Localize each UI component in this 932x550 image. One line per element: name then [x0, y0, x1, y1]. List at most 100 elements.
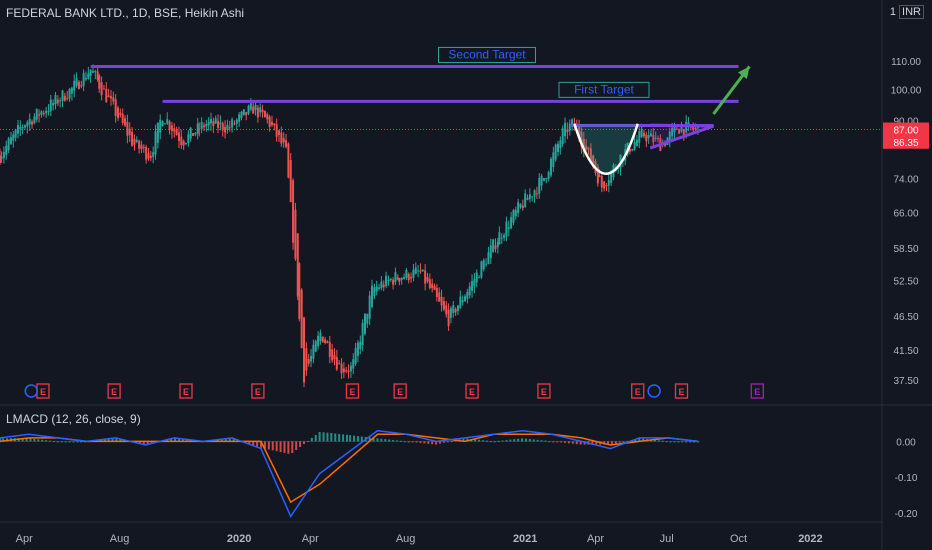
candle-body: [33, 116, 35, 123]
price-tick-label: 74.00: [893, 175, 918, 186]
candle-body: [92, 71, 94, 73]
macd-histogram-bar: [299, 441, 301, 447]
candle-body: [208, 122, 210, 125]
macd-histogram-bar: [568, 441, 570, 443]
price-tick-label: 41.50: [893, 346, 918, 357]
macd-histogram-bar: [342, 434, 344, 441]
candle-body: [117, 108, 119, 118]
candle-body: [159, 120, 161, 133]
candle-body: [5, 146, 7, 155]
macd-histogram-bar: [423, 441, 425, 443]
macd-histogram-bar: [490, 441, 492, 442]
candle-body: [166, 119, 168, 123]
macd-histogram-bar: [416, 441, 418, 442]
candle-body: [112, 97, 114, 101]
macd-histogram-bar: [404, 441, 406, 442]
macd-histogram-bar: [658, 440, 660, 441]
macd-histogram-bar: [685, 441, 687, 442]
candle-body: [441, 297, 443, 305]
macd-histogram-bar: [283, 441, 285, 452]
candle-body: [245, 112, 247, 115]
macd-histogram-bar: [611, 441, 613, 444]
candle-body: [417, 270, 419, 271]
macd-histogram-bar: [33, 439, 35, 442]
candle-body: [262, 110, 264, 112]
candle-body: [152, 152, 154, 157]
macd-histogram-bar: [295, 441, 297, 450]
candle-body: [133, 139, 135, 145]
time-tick-label: 2020: [227, 533, 251, 545]
candle-body: [408, 274, 410, 280]
macd-histogram-bar: [303, 441, 305, 444]
candle-body: [171, 125, 173, 131]
candle-body: [129, 129, 131, 135]
macd-histogram-bar: [376, 438, 378, 441]
candle-body: [552, 152, 554, 167]
candle-body: [559, 140, 561, 147]
macd-histogram-bar: [521, 438, 523, 441]
candle-body: [87, 73, 89, 78]
macd-histogram-bar: [326, 433, 328, 442]
candle-body: [8, 139, 10, 151]
candle-body: [305, 348, 307, 370]
candle-body: [52, 103, 54, 105]
macd-histogram-bar: [268, 441, 270, 449]
candle-body: [76, 78, 78, 86]
candle-body: [71, 88, 73, 94]
macd-histogram-bar: [482, 440, 484, 441]
macd-histogram-bar: [69, 441, 71, 442]
candle-body: [236, 120, 238, 124]
candle-body: [376, 286, 378, 291]
candle-body: [280, 133, 282, 144]
candle-body: [531, 196, 533, 197]
candle-body: [15, 130, 17, 138]
macd-histogram-bar: [49, 441, 51, 442]
candle-body: [31, 122, 33, 125]
macd-histogram-bar: [494, 441, 496, 442]
time-tick-label: Apr: [16, 533, 33, 545]
price-tick-label: 58.50: [893, 244, 918, 255]
candle-body: [338, 363, 340, 364]
candle-body: [422, 270, 424, 272]
candle-body: [478, 277, 480, 278]
candle-body: [494, 246, 496, 249]
macd-histogram-bar: [619, 441, 621, 442]
time-tick-label: 2021: [513, 533, 537, 545]
candle-body: [464, 296, 466, 301]
macd-histogram-bar: [307, 441, 309, 442]
candle-body: [410, 277, 412, 278]
macd-histogram-bar: [509, 440, 511, 442]
candle-body: [534, 190, 536, 196]
candle-body: [231, 119, 233, 127]
candle-body: [12, 134, 14, 140]
candle-body: [452, 305, 454, 313]
candle-body: [634, 142, 636, 150]
macd-histogram-bar: [673, 441, 675, 442]
macd-histogram-bar: [502, 440, 504, 441]
candle-body: [469, 286, 471, 295]
candle-body: [203, 125, 205, 127]
macd-histogram-bar: [400, 441, 402, 442]
macd-histogram-bar: [280, 441, 282, 452]
candle-body: [505, 222, 507, 237]
macd-histogram-bar: [315, 435, 317, 442]
candle-body: [36, 109, 38, 120]
candle-body: [603, 182, 605, 189]
candle-body: [385, 276, 387, 286]
candle-body: [215, 118, 217, 123]
candle-body: [315, 341, 317, 352]
candle-body: [436, 288, 438, 297]
price-tick-label: 100.00: [891, 85, 922, 96]
earnings-marker-label: E: [111, 387, 117, 397]
time-tick-label: Apr: [302, 533, 319, 545]
currency-selector[interactable]: 1 INR: [890, 6, 924, 18]
candle-body: [543, 178, 545, 181]
macd-histogram-bar: [513, 439, 515, 441]
candle-body: [501, 238, 503, 239]
candle-body: [608, 180, 610, 185]
candle-body: [85, 78, 87, 79]
candle-body: [548, 172, 550, 179]
earnings-marker-label: E: [541, 387, 547, 397]
macd-histogram-bar: [272, 441, 274, 450]
